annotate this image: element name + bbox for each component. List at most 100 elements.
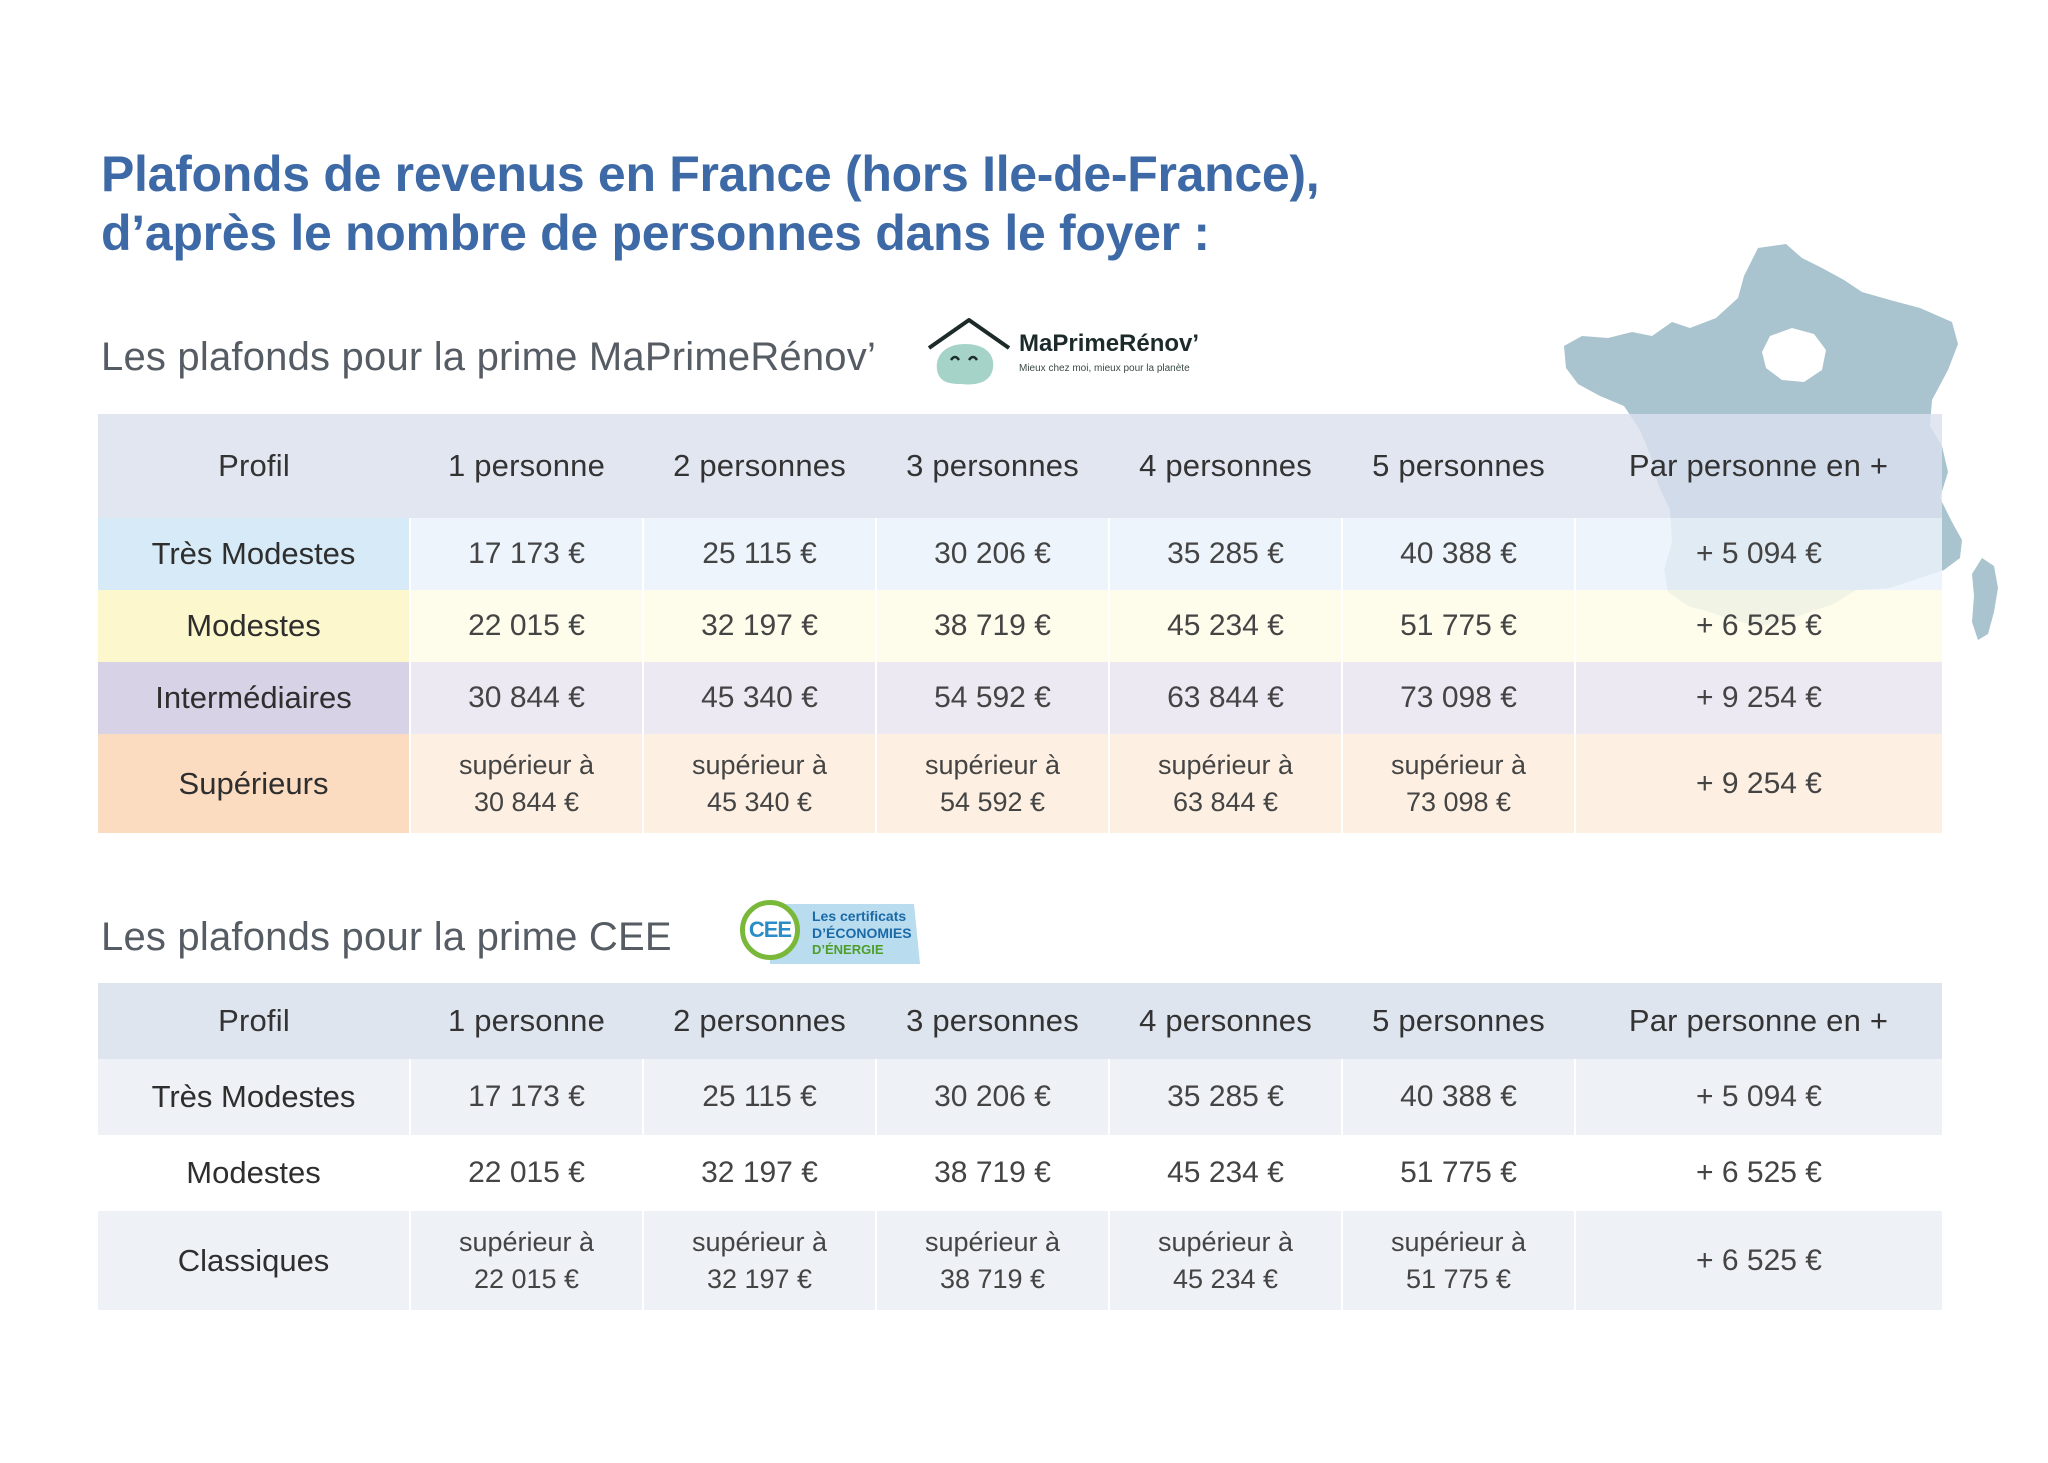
table-cell: + 6 525 €: [1574, 1211, 1942, 1310]
subtitle-cee: Les plafonds pour la prime CEE: [101, 915, 672, 959]
table-cell: 51 775 €: [1341, 1135, 1575, 1211]
row-label: Très Modestes: [98, 518, 410, 590]
table-cell: 35 285 €: [1108, 1059, 1342, 1135]
subtitle-maprimerenov: Les plafonds pour la prime MaPrimeRénov’: [101, 335, 877, 379]
cell-prefix: supérieur à: [924, 749, 1061, 780]
cell-value: 30 844 €: [473, 786, 580, 817]
row-label: Classiques: [98, 1211, 410, 1310]
cell-prefix: supérieur à: [1157, 749, 1294, 780]
table-row: Intermédiaires 30 844 € 45 340 € 54 592 …: [98, 662, 1942, 734]
cell-value: 73 098 €: [1405, 786, 1512, 817]
row-label: Modestes: [98, 1135, 410, 1211]
table-cell: 30 206 €: [875, 1059, 1109, 1135]
header-3-personnes: 3 personnes: [876, 983, 1109, 1059]
row-label: Intermédiaires: [98, 662, 410, 734]
page-title-line-2: d’après le nombre de personnes dans le f…: [101, 205, 1210, 261]
page-title-line-1: Plafonds de revenus en France (hors Ile-…: [101, 146, 1320, 202]
table-cell: supérieur à 45 340 €: [642, 734, 876, 833]
page-title: Plafonds de revenus en France (hors Ile-…: [101, 145, 1601, 263]
header-4-personnes: 4 personnes: [1109, 983, 1342, 1059]
maprimerenov-brand: MaPrimeRénov’: [1019, 330, 1200, 357]
table-row: Classiques supérieur à 22 015 € supérieur…: [98, 1211, 1942, 1310]
table-cell: 25 115 €: [642, 518, 876, 590]
cell-prefix: supérieur à: [458, 1226, 595, 1257]
cell-prefix: supérieur à: [458, 749, 595, 780]
header-5-personnes: 5 personnes: [1342, 414, 1575, 518]
table-cell: 38 719 €: [875, 1135, 1109, 1211]
header-profil: Profil: [98, 414, 410, 518]
table-cell: 32 197 €: [642, 1135, 876, 1211]
row-label: Modestes: [98, 590, 410, 662]
header-5-personnes: 5 personnes: [1342, 983, 1575, 1059]
header-1-personne: 1 personne: [410, 983, 643, 1059]
cell-value: 22 015 €: [473, 1263, 580, 1294]
cell-prefix: supérieur à: [1390, 749, 1527, 780]
table-cell: 73 098 €: [1341, 662, 1575, 734]
cee-logo-line-2: D’ÉCONOMIES: [812, 925, 912, 941]
maprimerenov-tagline: Mieux chez moi, mieux pour la planète: [1019, 363, 1190, 374]
house-face-icon: [927, 318, 1011, 385]
table-cee: Profil 1 personne 2 personnes 3 personne…: [98, 983, 1942, 1310]
table-cell: 22 015 €: [409, 590, 643, 662]
cell-value: 45 340 €: [706, 786, 813, 817]
table-cell: 63 844 €: [1108, 662, 1342, 734]
table-cell: 40 388 €: [1341, 1059, 1575, 1135]
header-par-personne: Par personne en +: [1575, 414, 1942, 518]
table-cell: + 5 094 €: [1574, 518, 1942, 590]
header-par-personne: Par personne en +: [1575, 983, 1942, 1059]
table-cell: + 6 525 €: [1574, 1135, 1942, 1211]
table-cell: 54 592 €: [875, 662, 1109, 734]
table-cell: 51 775 €: [1341, 590, 1575, 662]
table-cell: + 9 254 €: [1574, 662, 1942, 734]
table-cell: 22 015 €: [409, 1135, 643, 1211]
table-cell: 17 173 €: [409, 518, 643, 590]
table-cell: 35 285 €: [1108, 518, 1342, 590]
header-3-personnes: 3 personnes: [876, 414, 1109, 518]
header-1-personne: 1 personne: [410, 414, 643, 518]
cell-prefix: supérieur à: [691, 749, 828, 780]
table-cell: 45 234 €: [1108, 590, 1342, 662]
cell-prefix: supérieur à: [924, 1226, 1061, 1257]
table-header-row: Profil 1 personne 2 personnes 3 personne…: [98, 414, 1942, 518]
table-cell: supérieur à 30 844 €: [409, 734, 643, 833]
cell-value: 38 719 €: [939, 1263, 1046, 1294]
table-cell: supérieur à 32 197 €: [642, 1211, 876, 1310]
table-cell: supérieur à 73 098 €: [1341, 734, 1575, 833]
table-cell: 45 340 €: [642, 662, 876, 734]
cell-prefix: supérieur à: [691, 1226, 828, 1257]
cee-logo-line-1: Les certificats: [812, 908, 907, 924]
header-profil: Profil: [98, 983, 410, 1059]
cee-logo: CEE Les certificats D’ÉCONOMIES D’ÉNERGI…: [740, 900, 920, 970]
header-2-personnes: 2 personnes: [643, 983, 876, 1059]
table-row: Très Modestes 17 173 € 25 115 € 30 206 €…: [98, 518, 1942, 590]
table-row: Modestes 22 015 € 32 197 € 38 719 € 45 2…: [98, 590, 1942, 662]
table-maprimerenov: Profil 1 personne 2 personnes 3 personne…: [98, 414, 1942, 833]
table-cell: supérieur à 38 719 €: [875, 1211, 1109, 1310]
table-cell: + 9 254 €: [1574, 734, 1942, 833]
table-cell: supérieur à 45 234 €: [1108, 1211, 1342, 1310]
table-cell: 17 173 €: [409, 1059, 643, 1135]
table-row: Supérieurs supérieur à 30 844 € supérieur…: [98, 734, 1942, 833]
cell-prefix: supérieur à: [1390, 1226, 1527, 1257]
cell-value: 63 844 €: [1172, 786, 1279, 817]
table-cell: 38 719 €: [875, 590, 1109, 662]
cell-prefix: supérieur à: [1157, 1226, 1294, 1257]
table-cell: 30 206 €: [875, 518, 1109, 590]
row-label: Très Modestes: [98, 1059, 410, 1135]
cee-logo-mark: CEE: [748, 917, 792, 942]
table-cell: + 5 094 €: [1574, 1059, 1942, 1135]
table-cell: 40 388 €: [1341, 518, 1575, 590]
table-cell: 32 197 €: [642, 590, 876, 662]
table-cell: 45 234 €: [1108, 1135, 1342, 1211]
table-cell: supérieur à 63 844 €: [1108, 734, 1342, 833]
table-cell: supérieur à 51 775 €: [1341, 1211, 1575, 1310]
header-4-personnes: 4 personnes: [1109, 414, 1342, 518]
table-cell: supérieur à 22 015 €: [409, 1211, 643, 1310]
table-cell: 25 115 €: [642, 1059, 876, 1135]
table-cell: + 6 525 €: [1574, 590, 1942, 662]
table-header-row: Profil 1 personne 2 personnes 3 personne…: [98, 983, 1942, 1059]
cell-value: 32 197 €: [706, 1263, 813, 1294]
cee-logo-line-3: D’ÉNERGIE: [812, 942, 884, 957]
header-2-personnes: 2 personnes: [643, 414, 876, 518]
table-row: Très Modestes 17 173 € 25 115 € 30 206 €…: [98, 1059, 1942, 1135]
